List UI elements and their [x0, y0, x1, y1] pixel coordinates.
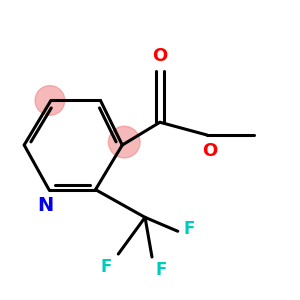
Text: F: F [184, 220, 195, 238]
Text: F: F [156, 261, 167, 279]
Text: O: O [152, 47, 167, 65]
Circle shape [108, 126, 140, 158]
Text: N: N [37, 196, 53, 214]
Circle shape [35, 85, 65, 115]
Text: O: O [202, 142, 217, 160]
Text: F: F [101, 258, 112, 276]
